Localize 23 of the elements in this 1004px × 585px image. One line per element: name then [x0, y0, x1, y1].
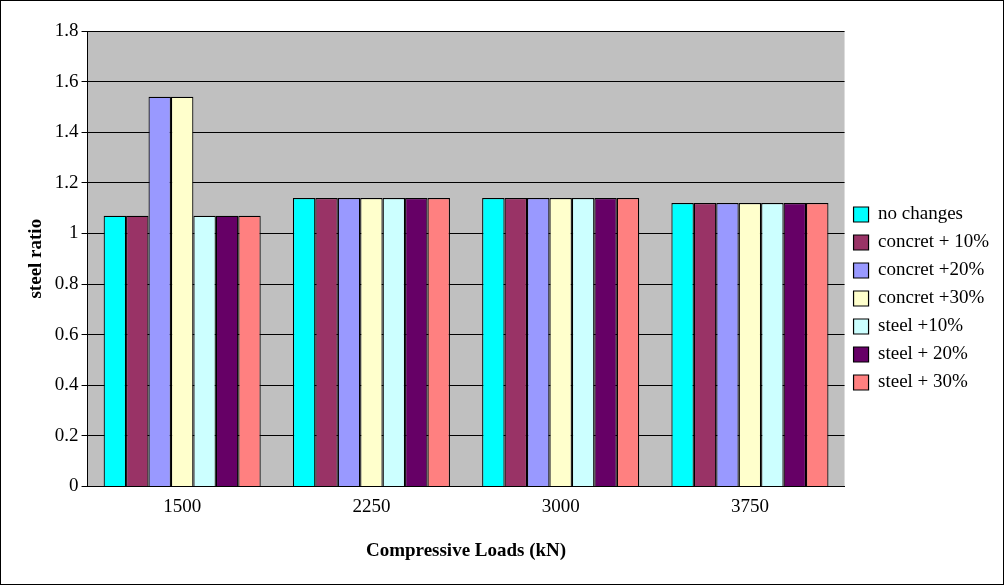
y-tick-label: 1	[69, 221, 79, 243]
x-tick-label: 3750	[730, 494, 769, 516]
legend-label: concret +20%	[878, 258, 985, 280]
y-tick-label: 1.4	[54, 120, 80, 142]
x-tick-label: 2250	[352, 494, 391, 516]
y-tick-label: 0.6	[54, 322, 79, 344]
legend-label: steel + 20%	[878, 342, 969, 364]
legend-label: concret + 10%	[878, 230, 990, 252]
legend-label: steel +10%	[878, 314, 964, 336]
x-tick-label: 3000	[541, 494, 580, 516]
y-axis-title: steel ratio	[24, 218, 46, 299]
y-tick-label: 0.2	[54, 423, 79, 445]
y-tick-label: 0.4	[54, 373, 80, 395]
x-tick-label: 1500	[163, 494, 202, 516]
x-axis-title: Compressive Loads (kN)	[365, 538, 567, 561]
legend-label: steel + 30%	[878, 370, 969, 392]
y-tick-label: 0.8	[54, 271, 79, 293]
y-tick-label: 1.2	[54, 170, 79, 192]
legend-label: no changes	[878, 202, 964, 224]
legend-label: concret +30%	[878, 286, 985, 308]
y-tick-label: 1.6	[54, 69, 79, 91]
y-tick-label: 0	[69, 474, 79, 496]
y-tick-label: 1.8	[54, 18, 79, 40]
